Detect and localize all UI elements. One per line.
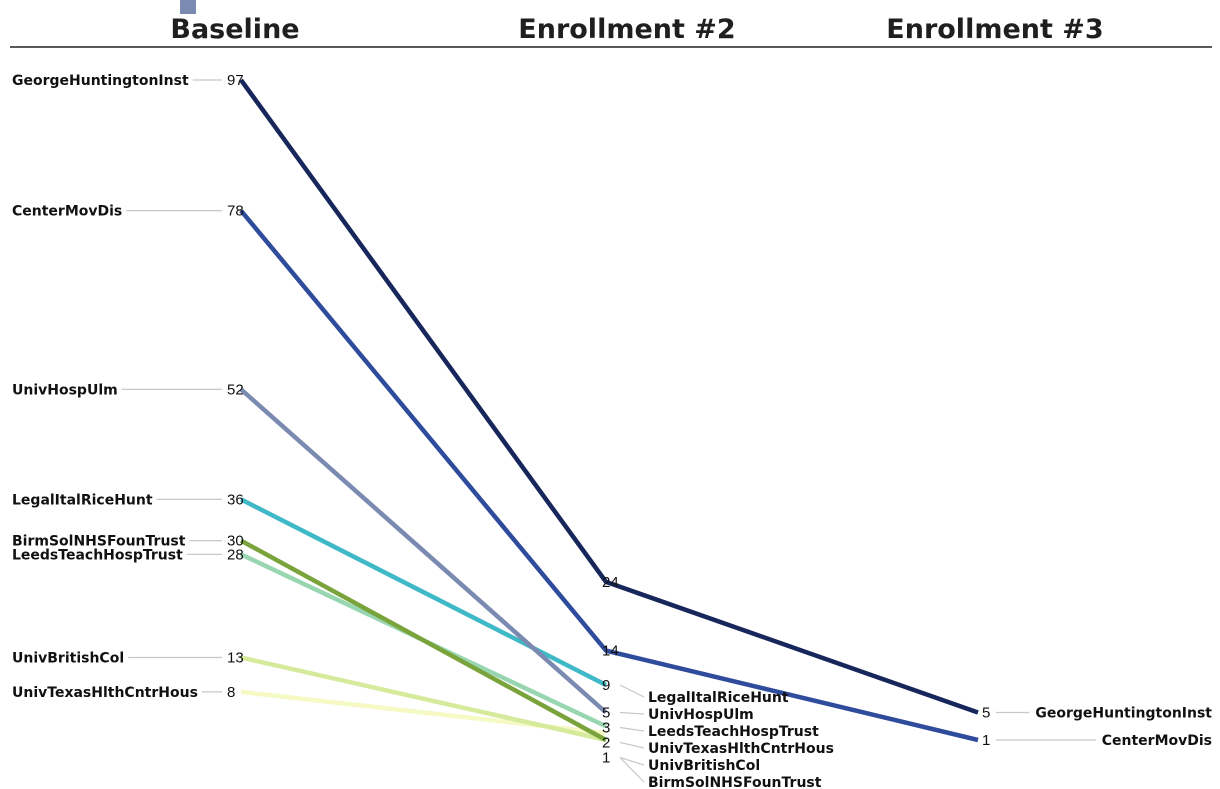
enrollment2-label-univtexashlthcntrhous: UnivTexasHlthCntrHous <box>648 741 834 757</box>
baseline-value: 28 <box>227 546 244 563</box>
column-header-enrollment-2: Enrollment #2 <box>518 14 735 45</box>
baseline-label-univhospulm: UnivHospUlm <box>12 382 118 398</box>
series-line-georgehuntingtoninst <box>239 78 979 715</box>
baseline-label-birmsolnhsfountrust: BirmSolNHSFounTrust <box>12 534 186 550</box>
baseline-value: 30 <box>227 533 244 550</box>
baseline-value: 97 <box>227 72 244 89</box>
enrollment2-label-univhospulm: UnivHospUlm <box>648 707 754 723</box>
enrollment2-label-univbritishcol: UnivBritishCol <box>648 758 760 774</box>
baseline-label-centermovdis: CenterMovDis <box>12 204 122 220</box>
column-headers: Baseline Enrollment #2 Enrollment #3 <box>170 14 1103 45</box>
enrollment3-value: 1 <box>982 732 990 749</box>
enrollment2-value: 2 <box>602 735 610 752</box>
enrollment3-value: 5 <box>982 705 990 722</box>
baseline-value: 78 <box>227 203 244 220</box>
series-line-birmsolnhsfountrust <box>239 538 608 742</box>
enrollment2-connector <box>619 684 645 698</box>
baseline-label-legalitalricehunt: LegalItalRiceHunt <box>12 492 153 508</box>
column-header-enrollment-3: Enrollment #3 <box>886 14 1103 45</box>
enrollment2-value: 24 <box>602 574 619 591</box>
baseline-label-univtexashlthcntrhous: UnivTexasHlthCntrHous <box>12 685 198 701</box>
enrollment2-connector <box>619 757 645 783</box>
series-line-centermovdis <box>239 209 979 743</box>
label-connectors <box>121 79 1096 783</box>
enrollment2-connector <box>619 726 645 732</box>
baseline-label-leedsteachhosptrust: LeedsTeachHospTrust <box>12 547 183 563</box>
series-lines <box>239 78 979 743</box>
enrollment2-label-birmsolnhsfountrust: BirmSolNHSFounTrust <box>648 775 822 789</box>
baseline-label-univbritishcol: UnivBritishCol <box>12 651 124 667</box>
enrollment2-value: 14 <box>602 643 619 660</box>
column-header-baseline: Baseline <box>170 14 299 45</box>
enrollment2-label-legalitalricehunt: LegalItalRiceHunt <box>648 690 789 706</box>
enrollment2-value: 5 <box>602 705 610 722</box>
enrollment2-label-leedsteachhosptrust: LeedsTeachHospTrust <box>648 724 819 740</box>
baseline-value: 13 <box>227 650 244 667</box>
enrollment2-value: 3 <box>602 720 610 737</box>
enrollment3-label-georgehuntingtoninst: GeorgeHuntingtonInst <box>1035 706 1212 722</box>
series-line-univhospulm <box>239 387 608 715</box>
enrollment2-connector <box>619 756 645 766</box>
enrollment2-connector <box>619 711 645 715</box>
baseline-value: 36 <box>227 491 244 508</box>
title-fragment <box>180 0 196 14</box>
baseline-value: 8 <box>227 684 235 701</box>
enrollment2-value: 1 <box>602 750 610 767</box>
series-labels: GeorgeHuntingtonInst CenterMovDis UnivHosp… <box>12 73 1212 789</box>
enrollment3-label-centermovdis: CenterMovDis <box>1102 733 1212 749</box>
series-line-legalitalricehunt <box>239 497 608 688</box>
baseline-label-georgehuntingtoninst: GeorgeHuntingtonInst <box>12 73 189 89</box>
series-line-univbritishcol <box>240 655 607 743</box>
baseline-value: 52 <box>227 381 244 398</box>
enrollment2-connector <box>619 741 645 749</box>
enrollment2-value: 9 <box>602 677 610 694</box>
